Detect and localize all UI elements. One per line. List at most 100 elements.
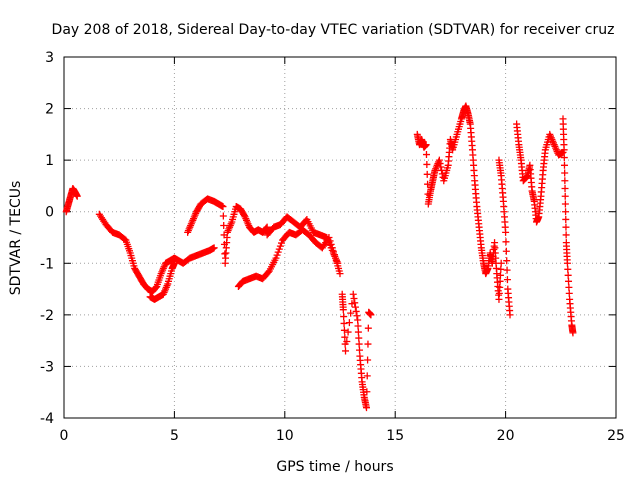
data-point [364, 324, 372, 332]
series-arc-1 [62, 185, 81, 216]
data-point [561, 192, 569, 200]
data-point [276, 242, 284, 250]
plot-area [63, 56, 617, 419]
data-point [563, 259, 571, 267]
data-point [569, 329, 577, 337]
series-arc-4 [184, 195, 271, 267]
data-point [495, 295, 503, 303]
data-point [562, 231, 570, 239]
data-point [73, 192, 81, 200]
data-point [219, 203, 227, 211]
axis-ticks: 0 5 10 15 20 25 -4 -3 -2 -1 0 1 2 3 [40, 50, 625, 444]
data-point [562, 215, 570, 223]
data-point [340, 326, 348, 334]
y-tick-label: -2 [40, 308, 54, 324]
data-point [422, 141, 430, 149]
y-tick-label: -4 [40, 411, 54, 427]
series-arc-11 [559, 115, 577, 337]
y-tick-label: 1 [45, 153, 54, 169]
data-point [220, 221, 228, 229]
data-point [272, 254, 280, 262]
data-point [502, 238, 510, 246]
series-arc-6 [263, 213, 342, 267]
data-point [355, 340, 363, 348]
data-point [210, 244, 218, 252]
data-point [503, 257, 511, 265]
x-axis-title: GPS time / hours [276, 459, 393, 475]
data-point [495, 289, 503, 297]
data-point [351, 303, 359, 311]
series-arc-5 [234, 226, 344, 290]
data-point [497, 265, 505, 273]
data-point [564, 265, 572, 273]
data-point [334, 259, 342, 267]
series-arc-8 [413, 102, 505, 303]
data-point [496, 271, 504, 279]
x-tick-label: 25 [607, 428, 625, 444]
x-tick-label: 15 [386, 428, 404, 444]
data-point [506, 311, 514, 319]
data-point [350, 295, 358, 303]
data-point [152, 283, 160, 291]
data-point [344, 328, 352, 336]
data-point [435, 156, 443, 164]
data-point [502, 247, 510, 255]
y-tick-label: 3 [45, 50, 54, 66]
data-point [496, 283, 504, 291]
data-point [560, 146, 568, 154]
data-point [437, 163, 445, 171]
data-point [565, 277, 573, 285]
y-tick-label: -1 [40, 256, 54, 272]
data-point [353, 312, 361, 320]
data-point [362, 404, 370, 412]
data-point [561, 177, 569, 185]
x-tick-label: 20 [497, 428, 515, 444]
data-point [562, 208, 570, 216]
data-point [339, 306, 347, 314]
data-point [349, 290, 357, 298]
series-arc-10 [513, 120, 567, 226]
data-point [170, 259, 178, 267]
data-point [221, 250, 229, 258]
data-point [363, 372, 371, 380]
data-point [274, 248, 282, 256]
y-tick-label: 0 [45, 205, 54, 221]
series-arc-7 [338, 290, 375, 412]
y-tick-label: -3 [40, 359, 54, 375]
data-point [342, 347, 350, 355]
data-point [356, 346, 364, 354]
data-point [565, 283, 573, 291]
data-point [560, 161, 568, 169]
data-point [565, 289, 573, 297]
data-point [347, 309, 355, 317]
chart-title: Day 208 of 2018, Sidereal Day-to-day VTE… [52, 22, 615, 38]
data-point [275, 245, 283, 253]
data-point [341, 333, 349, 341]
data-point [352, 307, 360, 315]
data-point [497, 259, 505, 267]
data-point [503, 266, 511, 274]
data-point [502, 228, 510, 236]
x-tick-label: 5 [170, 428, 179, 444]
data-point [363, 388, 371, 396]
data-point [562, 223, 570, 231]
data-point [364, 340, 372, 348]
data-point [343, 338, 351, 346]
data-point [219, 212, 227, 220]
series-arc-2 [95, 210, 218, 296]
y-axis-title: SDTVAR / TECUs [8, 181, 24, 296]
data-point [561, 185, 569, 193]
x-tick-label: 10 [276, 428, 294, 444]
data-point [496, 277, 504, 285]
data-points [62, 102, 577, 412]
data-point [277, 239, 285, 247]
data-point [354, 316, 362, 324]
series-arc-9 [495, 156, 514, 319]
series-arc-3 [146, 259, 178, 303]
data-point [367, 311, 375, 319]
data-point [351, 299, 359, 307]
data-point [561, 200, 569, 208]
data-point [503, 276, 511, 284]
data-point [564, 271, 572, 279]
